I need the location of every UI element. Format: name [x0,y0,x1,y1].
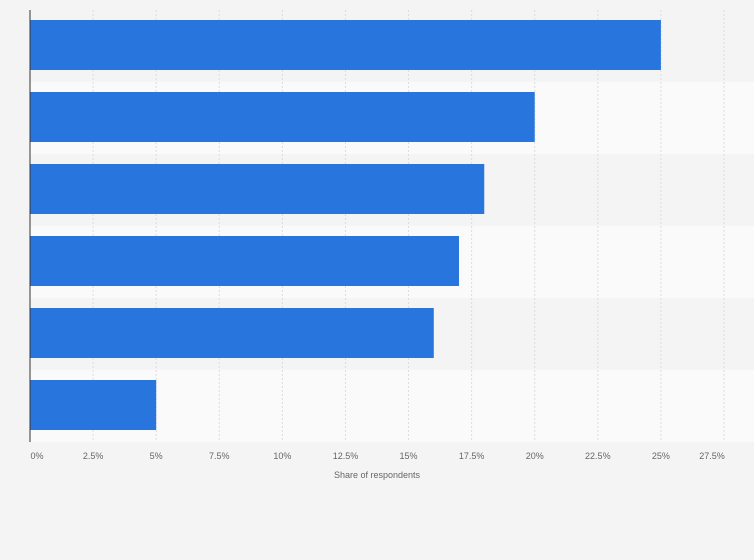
x-tick-label: 12.5% [333,451,359,461]
bar [30,20,661,70]
x-tick-label: 27.5% [699,451,725,461]
x-tick-labels: 0% 2.5% 5% 7.5% 10% 12.5% 15% 17.5% 20% 22.5% 25% 2… [30,451,724,461]
bar [30,164,485,214]
x-tick-label: 22.5% [585,451,611,461]
x-tick-label: 25% [652,451,670,461]
x-axis-label: Share of respondents [334,470,421,480]
x-tick-label: 20% [526,451,544,461]
bar [30,380,157,430]
x-tick-label: 2.5% [83,451,104,461]
bar [30,92,535,142]
bar [30,236,460,286]
x-tick-label: 10% [273,451,291,461]
x-tick-label: 5% [150,451,163,461]
bar [30,308,434,358]
x-tick-label: 0% [30,451,43,461]
bars [30,20,661,430]
row-bands [30,10,754,442]
gridlines [92,10,725,442]
x-tick-label: 17.5% [459,451,485,461]
x-tick-label: 7.5% [209,451,230,461]
x-tick-label: 15% [400,451,418,461]
